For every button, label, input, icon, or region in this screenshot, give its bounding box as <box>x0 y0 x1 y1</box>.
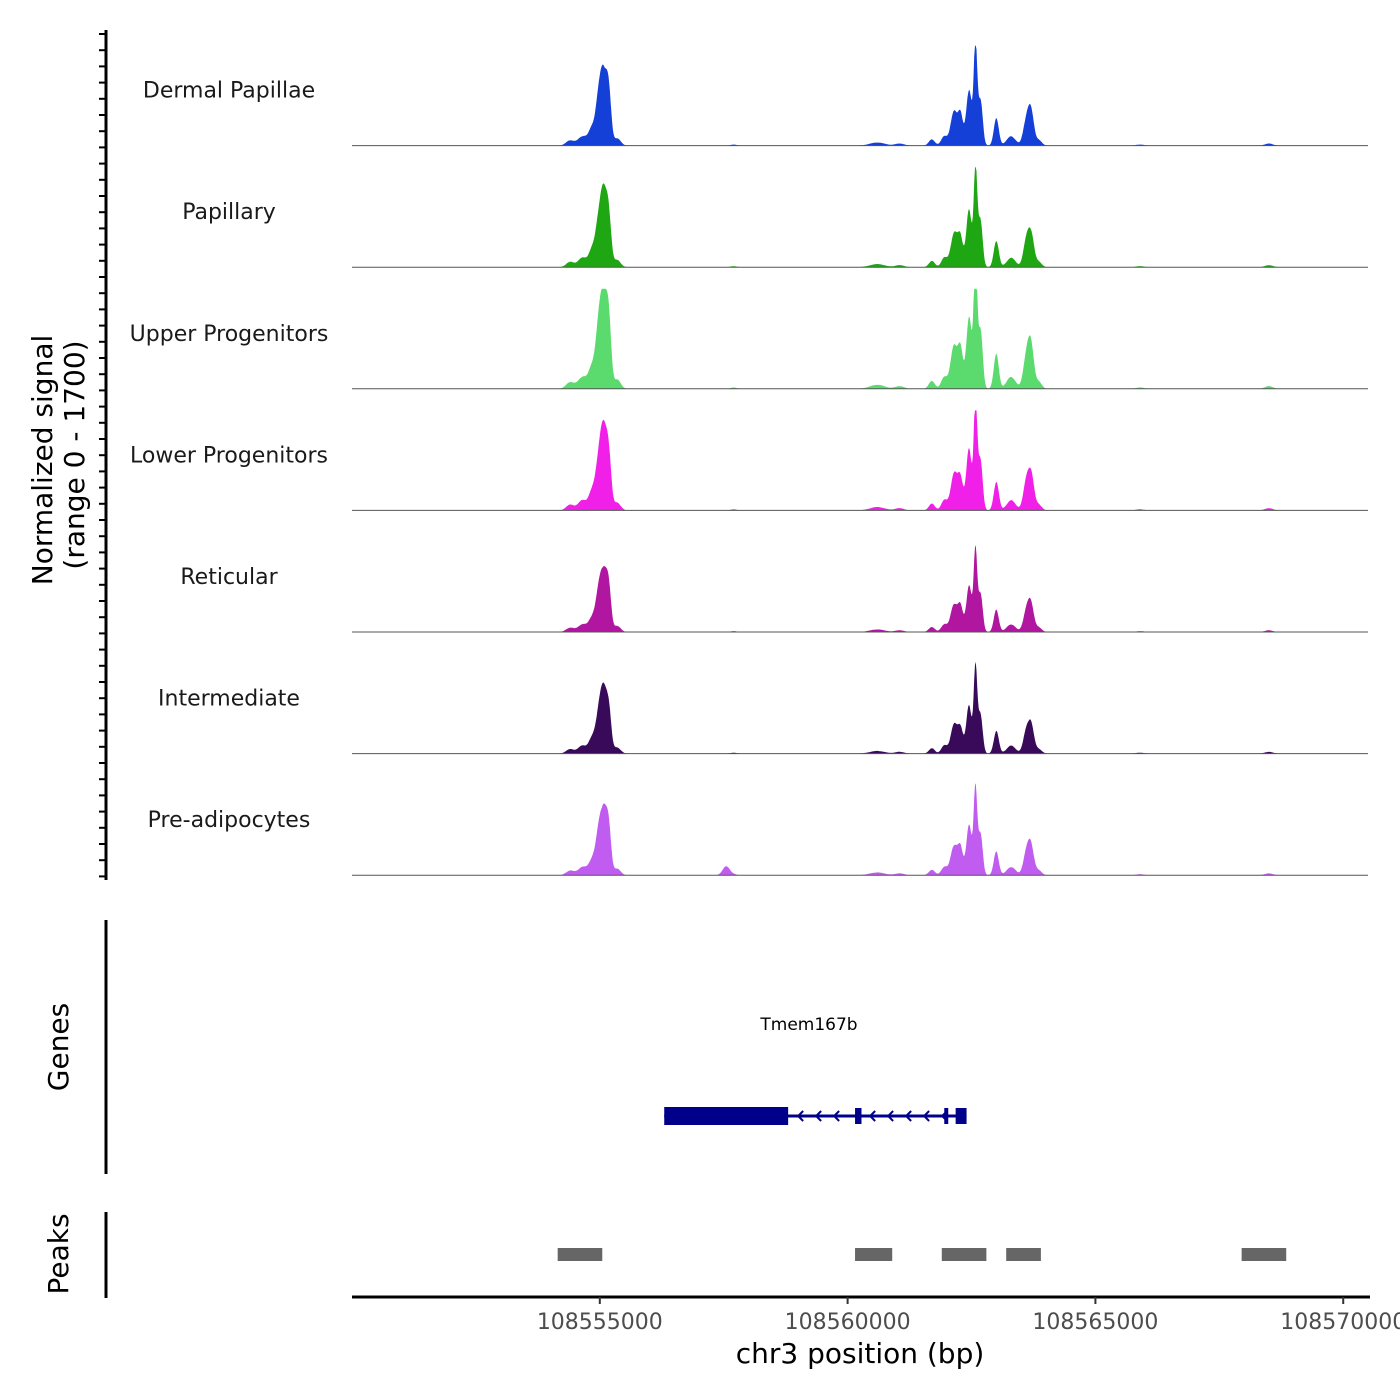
track-pre-adipocytes: Pre-adipocytes <box>148 783 1368 876</box>
x-tick-label: 108555000 <box>537 1310 663 1335</box>
y-axis-title: Normalized signal <box>26 335 59 586</box>
track-intermediate: Intermediate <box>158 661 1368 755</box>
gene-track <box>664 1107 967 1125</box>
track-label: Papillary <box>182 200 276 225</box>
strand-arrow <box>868 1110 876 1122</box>
genes-panel-title: Genes <box>42 1003 75 1091</box>
coverage-area <box>352 410 1368 511</box>
strand-arrow <box>832 1110 840 1122</box>
coverage-area <box>352 545 1368 632</box>
x-axis-ticks: 108555000 108560000 108565000 108570000 <box>537 1297 1400 1335</box>
coverage-area <box>352 167 1368 268</box>
strand-arrow <box>796 1110 804 1122</box>
gene-exon <box>944 1108 949 1124</box>
track-dermal-papillae: Dermal Papillae <box>143 45 1368 147</box>
coverage-y-ticks <box>99 33 106 878</box>
strand-arrow <box>904 1110 912 1122</box>
x-tick-label: 108560000 <box>785 1310 911 1335</box>
gene-exon <box>855 1108 862 1124</box>
track-label: Intermediate <box>158 687 300 712</box>
peaks-track <box>557 1248 1287 1261</box>
peak-region <box>1006 1248 1041 1261</box>
x-tick-label: 108570000 <box>1280 1310 1400 1335</box>
y-axis-title-line2: (range 0 - 1700) <box>58 340 91 569</box>
track-label: Reticular <box>180 565 278 590</box>
strand-arrow <box>886 1110 894 1122</box>
coverage-area <box>352 45 1368 146</box>
track-lower-progenitors: Lower Progenitors <box>130 410 1368 511</box>
x-tick-label: 108565000 <box>1032 1310 1158 1335</box>
coverage-area <box>352 288 1368 389</box>
strand-arrow <box>940 1110 948 1122</box>
peak-region <box>855 1248 893 1261</box>
gene-exon <box>955 1108 967 1124</box>
track-papillary: Papillary <box>182 167 1368 268</box>
strand-arrow <box>814 1110 822 1122</box>
peaks-panel-title: Peaks <box>42 1213 75 1294</box>
peak-region <box>1241 1248 1287 1261</box>
strand-arrow <box>922 1110 930 1122</box>
gene-utr-block <box>664 1107 789 1125</box>
coverage-tracks: Dermal Papillae Papillary Upper Progenitor… <box>130 45 1368 876</box>
coverage-area <box>352 661 1368 754</box>
track-label: Upper Progenitors <box>130 322 329 347</box>
coverage-area <box>352 783 1368 876</box>
track-reticular: Reticular <box>180 545 1368 633</box>
peak-region <box>557 1248 603 1261</box>
peak-region <box>941 1248 987 1261</box>
x-axis-title: chr3 position (bp) <box>736 1337 985 1370</box>
track-label: Pre-adipocytes <box>148 808 311 833</box>
track-label: Dermal Papillae <box>143 79 315 104</box>
y-axis-title-range: (range 0 - 1700) <box>58 340 91 569</box>
y-axis-title-line1: Normalized signal <box>26 335 59 586</box>
track-upper-progenitors: Upper Progenitors <box>130 288 1368 390</box>
track-label: Lower Progenitors <box>130 443 328 468</box>
gene-name-label: Tmem167b <box>759 1015 857 1035</box>
